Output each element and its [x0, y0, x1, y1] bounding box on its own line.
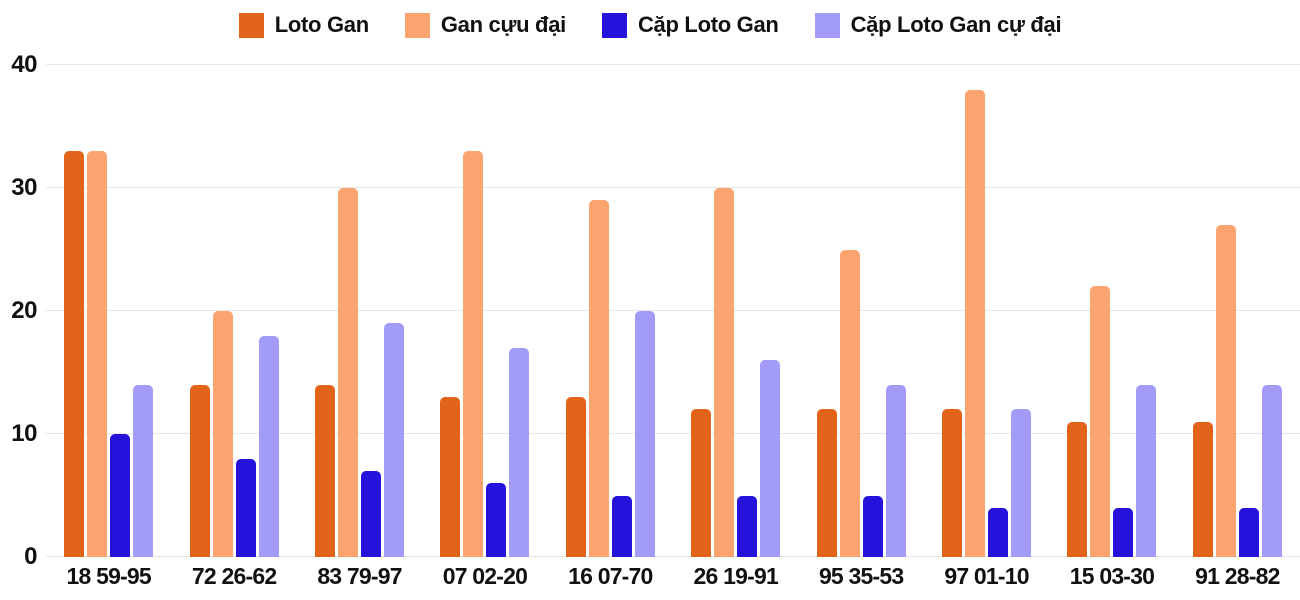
bar [1090, 286, 1111, 557]
bar [361, 470, 382, 557]
bar [714, 188, 735, 557]
bar [463, 151, 484, 557]
bar [885, 384, 906, 557]
bar [942, 409, 963, 557]
plot-area [46, 64, 1300, 557]
legend-item[interactable]: Cặp Loto Gan [601, 12, 779, 38]
bar [509, 347, 530, 557]
legend-item[interactable]: Cặp Loto Gan cự đại [814, 12, 1062, 38]
bar [1136, 384, 1157, 557]
bar [862, 495, 883, 557]
legend-label: Cặp Loto Gan cự đại [850, 12, 1062, 37]
bar [315, 384, 336, 557]
legend-label: Loto Gan [274, 12, 369, 37]
gridline [46, 433, 1300, 434]
x-axis-label: 91 28-82 [1195, 563, 1280, 589]
legend-item[interactable]: Loto Gan [238, 12, 369, 38]
bar-group [924, 65, 1049, 557]
gridline [46, 187, 1300, 188]
bar [634, 311, 655, 557]
bar [486, 483, 507, 557]
bar [1067, 421, 1088, 557]
bar-group [171, 65, 296, 557]
bar-group [798, 65, 923, 557]
bar [1113, 507, 1134, 557]
y-tick-label: 30 [11, 174, 37, 201]
legend-label: Gan cựu đại [440, 12, 566, 37]
bar [611, 495, 632, 557]
bar [816, 409, 837, 557]
bar [338, 188, 359, 557]
chart-legend: Loto Gan Gan cựu đại Cặp Loto Gan Cặp Loto … [0, 0, 1300, 65]
x-axis-label: 72 26-62 [191, 563, 277, 589]
legend-swatch [404, 12, 430, 38]
x-axis-label: 16 07-70 [568, 563, 653, 589]
bar [189, 384, 210, 557]
y-tick-label: 0 [24, 543, 37, 570]
bar [1215, 224, 1236, 557]
gridline [46, 310, 1300, 311]
bar-group [297, 65, 422, 557]
bar [87, 151, 108, 557]
legend-label: Cặp Loto Gan [637, 12, 779, 37]
bar [110, 434, 131, 557]
y-tick-label: 10 [11, 420, 37, 447]
legend-item[interactable]: Gan cựu đại [404, 12, 566, 38]
bar [258, 335, 279, 557]
x-axis-label: 07 02-20 [442, 563, 528, 589]
bar [64, 151, 85, 557]
chart-body: 0 10 20 30 40 [0, 53, 1300, 569]
bar [133, 384, 154, 557]
x-axis: 18 59-95 72 26-62 83 79-97 07 02-20 16 07-70… [46, 557, 1300, 589]
y-tick-label: 20 [11, 297, 37, 324]
bar [988, 507, 1009, 557]
x-axis-label: 18 59-95 [66, 563, 152, 589]
x-axis-label: 97 01-10 [944, 563, 1029, 589]
bar [588, 200, 609, 557]
bar-group [46, 65, 171, 557]
bar [1192, 421, 1213, 557]
bar [839, 249, 860, 557]
x-axis-label: 26 19-91 [693, 563, 779, 589]
bar-groups [46, 65, 1300, 557]
bar-group [673, 65, 798, 557]
bar [384, 323, 405, 557]
bar-group [422, 65, 547, 557]
bar-group [1049, 65, 1174, 557]
legend-swatch [814, 12, 840, 38]
legend-swatch [238, 12, 264, 38]
bar-group [1175, 65, 1300, 557]
bar [737, 495, 758, 557]
x-axis-label: 83 79-97 [317, 563, 402, 589]
bar [760, 360, 781, 557]
bar [1011, 409, 1032, 557]
y-axis: 0 10 20 30 40 [0, 53, 46, 569]
bar [212, 311, 233, 557]
bar [440, 397, 461, 557]
x-axis-label: 95 35-53 [818, 563, 904, 589]
bar [691, 409, 712, 557]
gridline [46, 64, 1300, 65]
bar [565, 397, 586, 557]
legend-swatch [601, 12, 627, 38]
bar [235, 458, 256, 557]
x-axis-label: 15 03-30 [1069, 563, 1155, 589]
bar-group [548, 65, 673, 557]
bar [965, 89, 986, 557]
gridline [46, 556, 1300, 557]
bar [1238, 507, 1259, 557]
y-tick-label: 40 [11, 51, 37, 78]
bar [1261, 384, 1282, 557]
